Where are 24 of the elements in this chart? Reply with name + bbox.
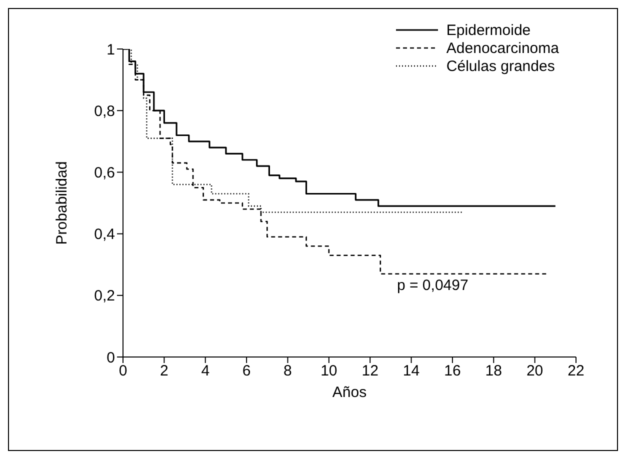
x-tick-label: 18	[485, 362, 502, 380]
annotation: p = 0,0497	[397, 277, 468, 294]
x-tick-label: 10	[320, 362, 338, 380]
x-tick-label: 14	[402, 362, 420, 380]
x-tick-label: 6	[242, 362, 251, 380]
legend-label: Células grandes	[446, 58, 555, 74]
x-tick-label: 0	[118, 362, 128, 380]
y-tick-label: 0	[106, 349, 115, 366]
legend-label: Epidermoide	[446, 22, 531, 38]
x-tick-label: 16	[444, 362, 461, 380]
x-tick-label: 22	[568, 362, 584, 380]
x-tick-label: 20	[526, 362, 544, 380]
x-axis-title: Años	[332, 384, 367, 401]
x-tick-label: 12	[362, 362, 378, 380]
y-tick-label: 1	[106, 41, 115, 58]
x-tick-label: 4	[201, 362, 210, 380]
x-tick-label: 8	[284, 362, 292, 380]
x-tick-label: 2	[160, 362, 168, 380]
y-tick-label: 0,4	[94, 226, 115, 244]
y-tick-label: 0,8	[94, 102, 115, 120]
y-tick-label: 0,6	[94, 164, 115, 182]
y-axis-title: Probabilidad	[53, 161, 70, 245]
y-tick-label: 0,2	[94, 288, 115, 305]
legend-label: Adenocarcinoma	[446, 40, 559, 56]
